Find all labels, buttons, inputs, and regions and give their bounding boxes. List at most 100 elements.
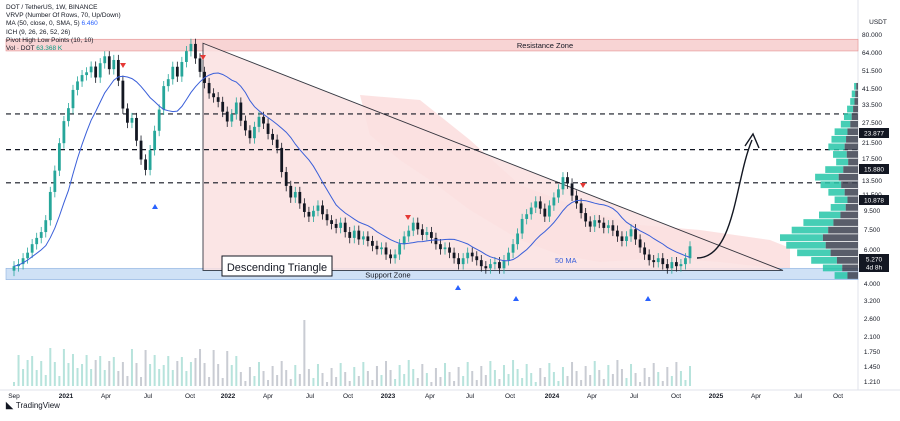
candle-body	[85, 72, 88, 76]
candle-body	[493, 262, 497, 265]
time-tick-label: Jul	[306, 393, 315, 400]
pattern-label: Descending Triangle	[227, 262, 327, 274]
price-tick-label: 64.000	[862, 50, 882, 57]
legend-volume[interactable]: Vol · DOT 63.368 K	[6, 45, 121, 53]
volume-profile-bar-up	[830, 204, 846, 211]
tradingview-icon: ◣	[6, 400, 13, 410]
candle-body	[457, 258, 461, 265]
candle-body	[135, 117, 138, 141]
pivot-low-icon	[455, 285, 461, 290]
candle-body	[216, 97, 220, 102]
pivot-low-icon	[513, 296, 519, 301]
candle-body	[194, 43, 197, 59]
candle-body	[543, 208, 547, 217]
volume-profile-bar-down	[854, 98, 858, 105]
volume-bar	[81, 364, 84, 386]
candle-body	[302, 203, 306, 212]
price-tick-label: 21.500	[862, 140, 882, 147]
volume-profile-bar-up	[834, 128, 848, 136]
chart-legend: DOT / TetherUS, 1W, BINANCE VRVP (Number…	[6, 4, 121, 53]
time-tick-label: 2025	[709, 393, 724, 400]
volume-bar	[257, 362, 260, 386]
time-tick-label: Jul	[144, 393, 153, 400]
volume-bar	[140, 377, 143, 386]
candle-body	[262, 116, 265, 124]
volume-bar	[130, 349, 133, 386]
volume-profile-bar-up	[791, 226, 829, 234]
volume-bar	[103, 370, 106, 386]
volume-bar	[149, 364, 152, 386]
candle-body	[361, 236, 365, 240]
candle-body	[248, 130, 252, 139]
candle-body	[343, 222, 347, 233]
tradingview-logo[interactable]: ◣ TradingView	[6, 400, 60, 411]
volume-bar	[534, 382, 537, 386]
legend-ma-label: MA (50, close, 0, SMA, 5)	[6, 20, 80, 28]
candle-body	[116, 59, 120, 81]
candle-body	[89, 66, 93, 73]
volume-bar	[616, 360, 619, 386]
volume-bar	[625, 378, 628, 386]
time-tick-label: Jul	[466, 393, 475, 400]
pattern-label-box	[221, 255, 333, 277]
volume-bar	[425, 373, 428, 386]
candle-body	[502, 260, 506, 269]
volume-bar	[344, 372, 347, 386]
volume-bar	[457, 367, 460, 386]
volume-bar	[611, 374, 614, 386]
time-tick-label: Apr	[101, 393, 112, 400]
volume-bar	[144, 350, 147, 386]
support-zone-label: Support Zone	[365, 270, 410, 279]
legend-pivots[interactable]: Pivot High Low Points (10, 10)	[6, 36, 94, 44]
candle-body	[606, 225, 610, 228]
candle-body	[439, 244, 442, 250]
volume-bar	[189, 362, 192, 386]
time-tick-label: Sep	[8, 393, 20, 400]
volume-bar	[294, 365, 297, 386]
candle-body	[221, 101, 225, 112]
volume-bar	[607, 365, 610, 386]
candle-body	[429, 232, 433, 238]
price-tag-label: 10.878	[864, 198, 884, 205]
volume-profile-bar-up	[820, 181, 842, 189]
projection-arrow-icon	[744, 132, 760, 149]
pivot-low-icon	[152, 204, 158, 209]
legend-ma[interactable]: MA (50, close, 0, SMA, 5) 6.460	[6, 20, 121, 28]
volume-profile-bar-up	[803, 219, 834, 226]
legend-vrvp[interactable]: VRVP (Number Of Rows, 70, Up/Down)	[6, 12, 121, 20]
volume-bar	[398, 365, 401, 386]
volume-bar	[357, 376, 360, 386]
volume-bar	[244, 381, 247, 386]
price-tick-label: 6.000	[864, 247, 881, 254]
candle-body	[629, 229, 633, 237]
volume-bar	[620, 369, 623, 386]
volume-bar	[217, 364, 220, 386]
pivot-high-icon	[200, 55, 206, 60]
price-tick-label: 7.500	[864, 227, 881, 234]
volume-bar	[35, 370, 38, 386]
volume-bar	[484, 375, 487, 386]
candle-body	[575, 195, 578, 204]
volume-bar	[657, 372, 660, 386]
volume-bar	[153, 355, 156, 386]
volume-bar	[371, 380, 374, 386]
price-tick-label: 80.000	[862, 32, 882, 39]
candle-body	[53, 170, 57, 192]
volume-bar	[194, 358, 197, 386]
volume-bar	[421, 364, 424, 386]
volume-bar	[593, 361, 596, 386]
candle-body	[420, 229, 424, 235]
candle-body	[321, 205, 324, 215]
legend-symbol[interactable]: DOT / TetherUS, 1W, BINANCE	[6, 4, 98, 11]
volume-profile-bar-down	[825, 241, 858, 249]
candle-body	[498, 262, 501, 269]
candle-body	[234, 102, 238, 115]
volume-bar	[62, 349, 65, 386]
candle-body	[674, 262, 678, 267]
legend-ichimoku[interactable]: ICH (9, 26, 26, 52, 26)	[6, 28, 71, 36]
candle-body	[389, 254, 392, 259]
candle-body	[39, 232, 43, 238]
volume-bar	[22, 369, 25, 386]
volume-bar	[316, 364, 319, 386]
